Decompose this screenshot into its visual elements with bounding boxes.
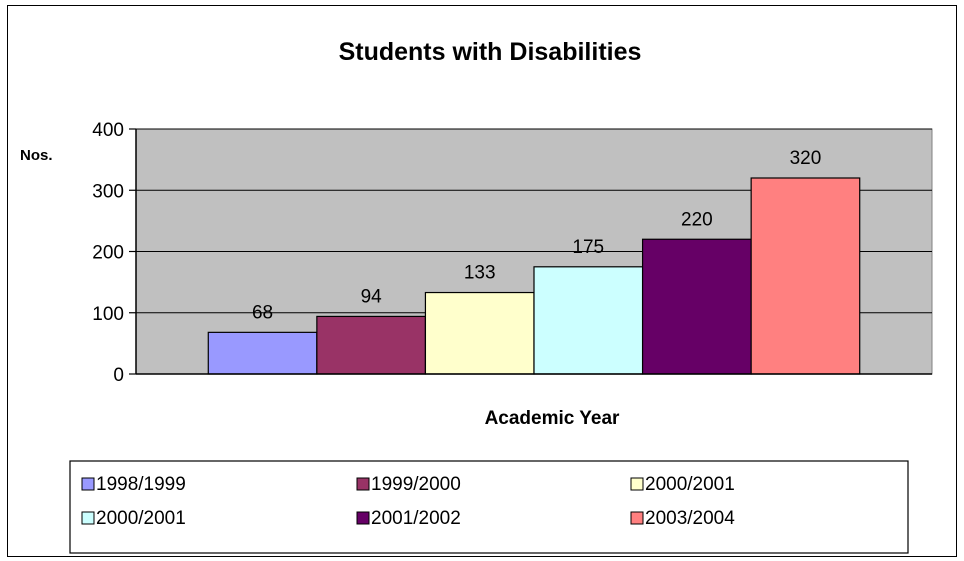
bar <box>750 177 861 375</box>
y-tick-label: 200 <box>92 243 124 264</box>
y-tick-label: 100 <box>92 304 124 325</box>
bar <box>207 331 318 375</box>
data-label: 94 <box>361 286 383 307</box>
legend-label: 1998/1999 <box>96 474 186 495</box>
legend-label: 1999/2000 <box>371 474 461 495</box>
y-axis-ticks: 0 100 200 300 400 <box>92 120 136 386</box>
bar <box>316 315 427 375</box>
bars <box>207 177 861 375</box>
legend-box <box>69 460 909 554</box>
legend-swatch <box>630 511 644 525</box>
bar <box>641 238 752 375</box>
y-tick-label: 300 <box>92 181 124 202</box>
legend-swatch <box>630 477 644 491</box>
legend: 1998/1999 1999/2000 2000/2001 2000/2001 2001… <box>81 474 735 529</box>
data-labels: 68 94 133 175 220 320 <box>252 148 821 323</box>
y-axis-title: Nos. <box>20 147 53 164</box>
legend-label: 2000/2001 <box>645 474 735 495</box>
legend-label: 2000/2001 <box>96 508 186 529</box>
data-label: 133 <box>464 263 496 284</box>
legend-swatch <box>356 511 370 525</box>
data-label: 175 <box>572 237 604 258</box>
legend-swatch <box>81 511 95 525</box>
y-tick-label: 0 <box>113 365 124 386</box>
legend-swatch <box>81 477 95 491</box>
x-axis-title: Academic Year <box>485 408 620 429</box>
legend-swatch <box>356 477 370 491</box>
chart-title: Students with Disabilities <box>339 38 642 66</box>
data-label: 220 <box>681 209 713 230</box>
data-label: 320 <box>790 148 822 169</box>
legend-label: 2001/2002 <box>371 508 461 529</box>
legend-label: 2003/2004 <box>645 508 735 529</box>
bar <box>533 266 644 375</box>
bar <box>424 291 535 375</box>
y-tick-label: 400 <box>92 120 124 141</box>
data-label: 68 <box>252 302 273 323</box>
